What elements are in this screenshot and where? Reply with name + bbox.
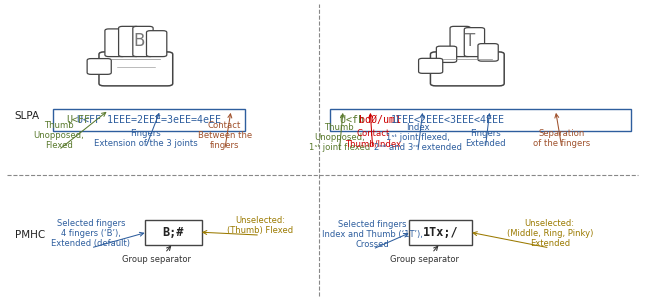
FancyBboxPatch shape [105,29,125,57]
FancyBboxPatch shape [53,109,244,131]
Text: Crossed: Crossed [356,240,390,249]
Text: Extended: Extended [530,239,570,248]
Text: Contact: Contact [208,121,241,130]
FancyBboxPatch shape [133,26,153,57]
FancyBboxPatch shape [450,26,470,57]
Text: (Middle, Ring, Pinky): (Middle, Ring, Pinky) [506,229,593,238]
Text: Contact: Contact [356,129,390,138]
Text: U<FF 1EEE=2EEE=3eEE=4eEE: U<FF 1EEE=2EEE=3eEE=4eEE [77,115,221,125]
Text: Selected fingers: Selected fingers [339,220,407,229]
FancyBboxPatch shape [99,52,173,86]
Text: fingers: fingers [210,141,239,150]
Text: PMHC: PMHC [15,230,45,240]
Text: Unselected:: Unselected: [235,216,285,225]
Text: Index and Thumb (‘1T’),: Index and Thumb (‘1T’), [322,230,423,239]
FancyBboxPatch shape [409,220,472,244]
Text: Thumb: Thumb [324,123,354,132]
Text: U<fh: U<fh [340,115,370,125]
Text: 4 fingers (‘B’),: 4 fingers (‘B’), [61,229,121,238]
FancyBboxPatch shape [478,44,498,61]
Text: Group separator: Group separator [390,255,459,264]
FancyBboxPatch shape [430,52,504,86]
Text: Unopposed,: Unopposed, [314,133,364,142]
Text: Between the: Between the [197,131,252,140]
Text: 2ⁿᵈ and 3ʳᵈ extended: 2ⁿᵈ and 3ʳᵈ extended [373,143,462,152]
Text: bdØ/um1: bdØ/um1 [359,115,408,125]
Text: U<FF: U<FF [66,115,90,125]
Text: Unselected:: Unselected: [524,219,575,228]
Text: Index: Index [406,123,430,132]
Text: Fingers: Fingers [470,129,501,138]
Text: B: B [134,32,144,50]
FancyBboxPatch shape [119,26,139,57]
Text: of the fingers: of the fingers [533,139,591,148]
Text: 1Tx;/: 1Tx;/ [422,226,458,238]
Text: Flexed: Flexed [45,141,72,150]
Text: B;#: B;# [163,226,184,238]
Text: 1FEE<2EEE<3EEE<4EEE: 1FEE<2EEE<3EEE<4EEE [390,115,504,125]
Text: 1ˢᵗ joint flexed: 1ˢᵗ joint flexed [308,143,370,152]
FancyBboxPatch shape [146,31,167,57]
FancyBboxPatch shape [437,46,457,62]
Text: Unopposed,: Unopposed, [34,131,84,140]
Text: SLPA: SLPA [15,111,40,121]
FancyBboxPatch shape [464,28,484,57]
Text: Separation: Separation [539,129,585,138]
Text: (Thumb) Flexed: (Thumb) Flexed [227,226,293,235]
Text: Extended (​default): Extended (​default) [52,239,130,248]
Text: Group separator: Group separator [122,255,191,264]
Text: Extension of the 3 joints: Extension of the 3 joints [94,139,197,148]
FancyBboxPatch shape [87,58,112,74]
FancyBboxPatch shape [145,220,201,244]
Text: Extended: Extended [465,139,506,148]
Text: T: T [466,32,475,50]
Text: Thumb: Thumb [44,121,74,130]
Text: Fingers: Fingers [130,129,161,138]
Text: 1ˢᵗ joint flexed,: 1ˢᵗ joint flexed, [386,133,450,142]
FancyBboxPatch shape [419,58,442,73]
FancyBboxPatch shape [330,109,631,131]
Text: Selected fingers: Selected fingers [57,219,125,228]
Text: Thumb/Index: Thumb/Index [344,139,401,148]
